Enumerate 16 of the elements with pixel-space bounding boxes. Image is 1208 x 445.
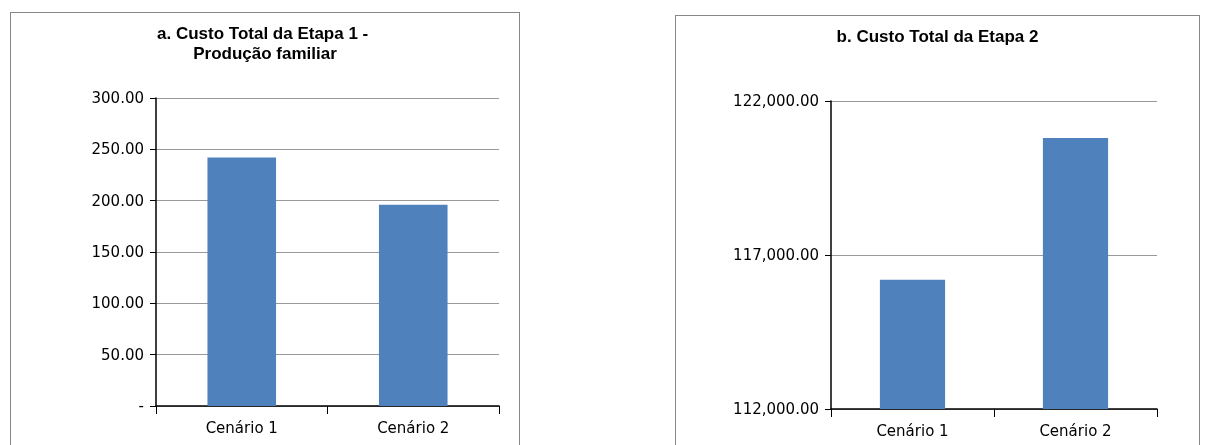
chart-title: a. Custo Total da Etapa 1 - Produção familiar (157, 23, 373, 63)
y-tick-label: 100.00 (91, 294, 144, 313)
x-tick-label: Cenário 1 (205, 418, 278, 437)
y-tick-label: 117,000.00 (733, 246, 819, 264)
y-tick-label: 250.00 (91, 140, 144, 159)
y-tick-label: - (138, 397, 144, 415)
chart-title: b. Custo Total da Etapa 2 (836, 26, 1039, 46)
x-tick-label: Cenário 2 (1039, 421, 1112, 440)
y-tick-label: 50.00 (101, 345, 144, 364)
y-tick-label: 200.00 (91, 191, 144, 210)
y-tick-label: 300.00 (91, 89, 144, 107)
x-tick-label: Cenário 1 (876, 421, 949, 440)
y-tick-label: 112,000.00 (733, 400, 819, 418)
y-tick-label: 122,000.00 (733, 92, 819, 110)
y-tick-label: 150.00 (91, 243, 144, 261)
x-tick-label: Cenário 2 (377, 418, 450, 437)
